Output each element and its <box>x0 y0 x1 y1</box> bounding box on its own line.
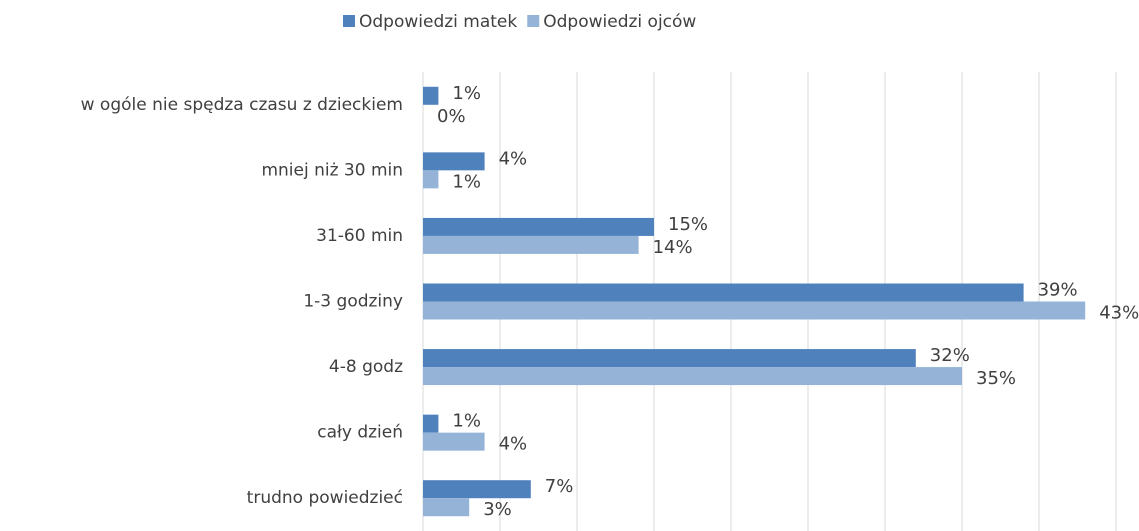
bar <box>423 480 531 499</box>
y-tick-label: mniej niż 30 min <box>261 160 403 180</box>
data-label: 0% <box>437 106 466 127</box>
data-label: 1% <box>452 411 481 432</box>
y-tick-label: 1-3 godziny <box>303 292 403 312</box>
legend-label: Odpowiedzi matek <box>359 12 517 32</box>
y-tick-label: cały dzień <box>317 423 403 443</box>
data-label: 39% <box>1038 280 1078 301</box>
bar <box>423 86 439 105</box>
y-tick-label: 4-8 godz <box>329 357 403 377</box>
bar <box>423 414 439 433</box>
data-label: 35% <box>976 368 1016 389</box>
bar <box>423 217 654 236</box>
y-tick-label: 31-60 min <box>316 226 403 246</box>
bar <box>423 301 1086 320</box>
data-label: 32% <box>930 345 970 366</box>
data-label: 3% <box>483 499 512 520</box>
bar <box>423 367 962 386</box>
y-tick-label: trudno powiedzieć <box>247 488 403 508</box>
bar <box>423 432 485 451</box>
bar <box>423 349 916 368</box>
legend-swatch <box>527 15 540 27</box>
data-label: 7% <box>545 476 574 497</box>
bar <box>423 152 485 171</box>
data-label: 1% <box>452 83 481 104</box>
data-label: 14% <box>653 237 693 258</box>
data-label: 4% <box>499 434 528 455</box>
y-tick-label: w ogóle nie spędza czasu z dzieckiem <box>81 95 403 115</box>
data-label: 15% <box>668 214 708 235</box>
data-label: 1% <box>452 171 481 192</box>
bar <box>423 170 439 189</box>
data-label: 4% <box>499 148 528 169</box>
legend-label: Odpowiedzi ojców <box>543 12 696 32</box>
bar <box>423 283 1024 302</box>
bar <box>423 498 470 517</box>
data-label: 43% <box>1099 303 1139 324</box>
legend-swatch <box>343 15 355 27</box>
bar <box>423 235 639 254</box>
